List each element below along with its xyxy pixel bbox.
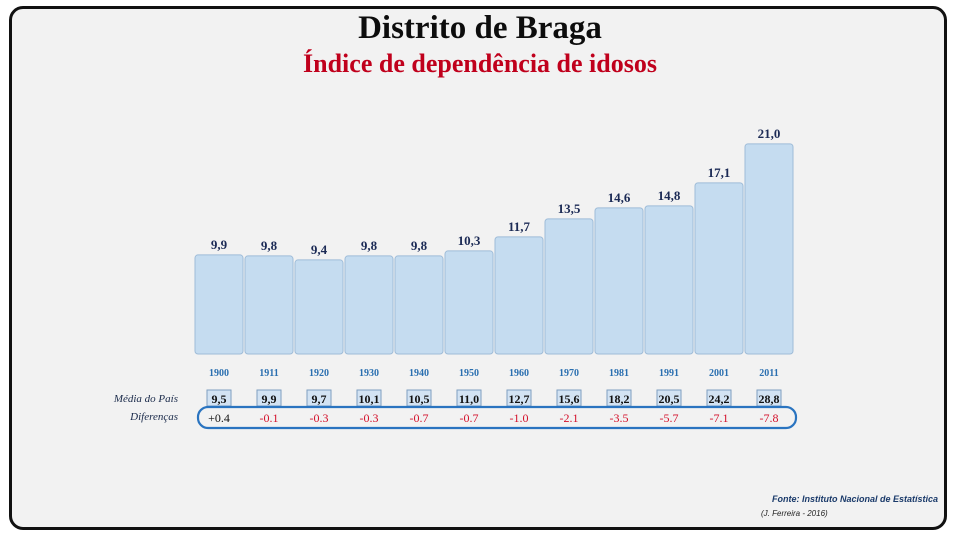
difference-value-1991: -5.7 (660, 411, 679, 425)
chart-subtitle: Índice de dependência de idosos (303, 49, 657, 78)
difference-value-1981: -3.5 (610, 411, 629, 425)
national-avg-value-1940: 10,5 (409, 392, 430, 406)
value-label-1900: 9,9 (211, 237, 228, 252)
year-label-1911: 1911 (259, 368, 278, 379)
bar-1950 (444, 250, 494, 355)
year-label-1950: 1950 (459, 368, 479, 379)
national-average-label: Média do País (113, 393, 178, 405)
difference-value-1920: -0.3 (310, 411, 329, 425)
year-label-2001: 2001 (709, 368, 729, 379)
bar-2001 (694, 182, 744, 355)
difference-value-1911: -0.1 (260, 411, 279, 425)
bar-1900 (194, 254, 244, 355)
national-avg-value-1991: 20,5 (659, 392, 680, 406)
value-label-1940: 9,8 (411, 238, 428, 253)
bar-1930 (344, 255, 394, 355)
bar-1960 (494, 236, 544, 355)
value-label-1970: 13,5 (558, 201, 581, 216)
national-avg-value-1930: 10,1 (359, 392, 380, 406)
differences-label: Diferenças (130, 411, 178, 423)
national-avg-value-1970: 15,6 (559, 392, 580, 406)
year-label-1920: 1920 (309, 368, 329, 379)
value-label-1991: 14,8 (658, 188, 681, 203)
bar-2011 (744, 143, 794, 355)
difference-value-1930: -0.3 (360, 411, 379, 425)
difference-value-1940: -0.7 (410, 411, 429, 425)
national-avg-value-1950: 11,0 (459, 392, 479, 406)
difference-value-1970: -2.1 (560, 411, 579, 425)
value-label-1981: 14,6 (608, 190, 631, 205)
difference-value-2001: -7.1 (710, 411, 729, 425)
national-avg-value-1960: 12,7 (509, 392, 530, 406)
national-avg-value-1920: 9,7 (312, 392, 327, 406)
source-note: Fonte: Instituto Nacional de Estatística (771, 494, 938, 504)
bar-1991 (644, 205, 694, 355)
national-avg-value-1911: 9,9 (262, 392, 277, 406)
value-label-1950: 10,3 (458, 233, 481, 248)
year-label-1900: 1900 (209, 368, 229, 379)
national-avg-value-2011: 28,8 (759, 392, 780, 406)
year-label-1930: 1930 (359, 368, 379, 379)
bar-1981 (594, 207, 644, 355)
bar-1970 (544, 218, 594, 355)
differences-oval (196, 405, 798, 430)
year-label-1991: 1991 (659, 368, 679, 379)
value-label-1911: 9,8 (261, 238, 278, 253)
year-label-1940: 1940 (409, 368, 429, 379)
national-avg-value-1981: 18,2 (609, 392, 630, 406)
difference-value-1900: +0.4 (208, 411, 230, 425)
year-label-2011: 2011 (759, 368, 778, 379)
difference-value-1960: -1.0 (510, 411, 529, 425)
year-label-1960: 1960 (509, 368, 529, 379)
value-label-1920: 9,4 (311, 242, 328, 257)
bar-1911 (244, 255, 294, 355)
national-avg-value-1900: 9,5 (212, 392, 227, 406)
value-label-2001: 17,1 (708, 165, 731, 180)
bar-1940 (394, 255, 444, 355)
year-label-1981: 1981 (609, 368, 629, 379)
value-label-1930: 9,8 (361, 238, 378, 253)
author-note: (J. Ferreira - 2016) (761, 509, 828, 518)
difference-value-1950: -0.7 (460, 411, 479, 425)
chart-title: Distrito de Braga (358, 10, 602, 46)
national-avg-value-2001: 24,2 (709, 392, 730, 406)
year-label-1970: 1970 (559, 368, 579, 379)
bar-1920 (294, 259, 344, 355)
difference-value-2011: -7.8 (760, 411, 779, 425)
value-label-1960: 11,7 (508, 219, 531, 234)
value-label-2011: 21,0 (758, 126, 781, 141)
